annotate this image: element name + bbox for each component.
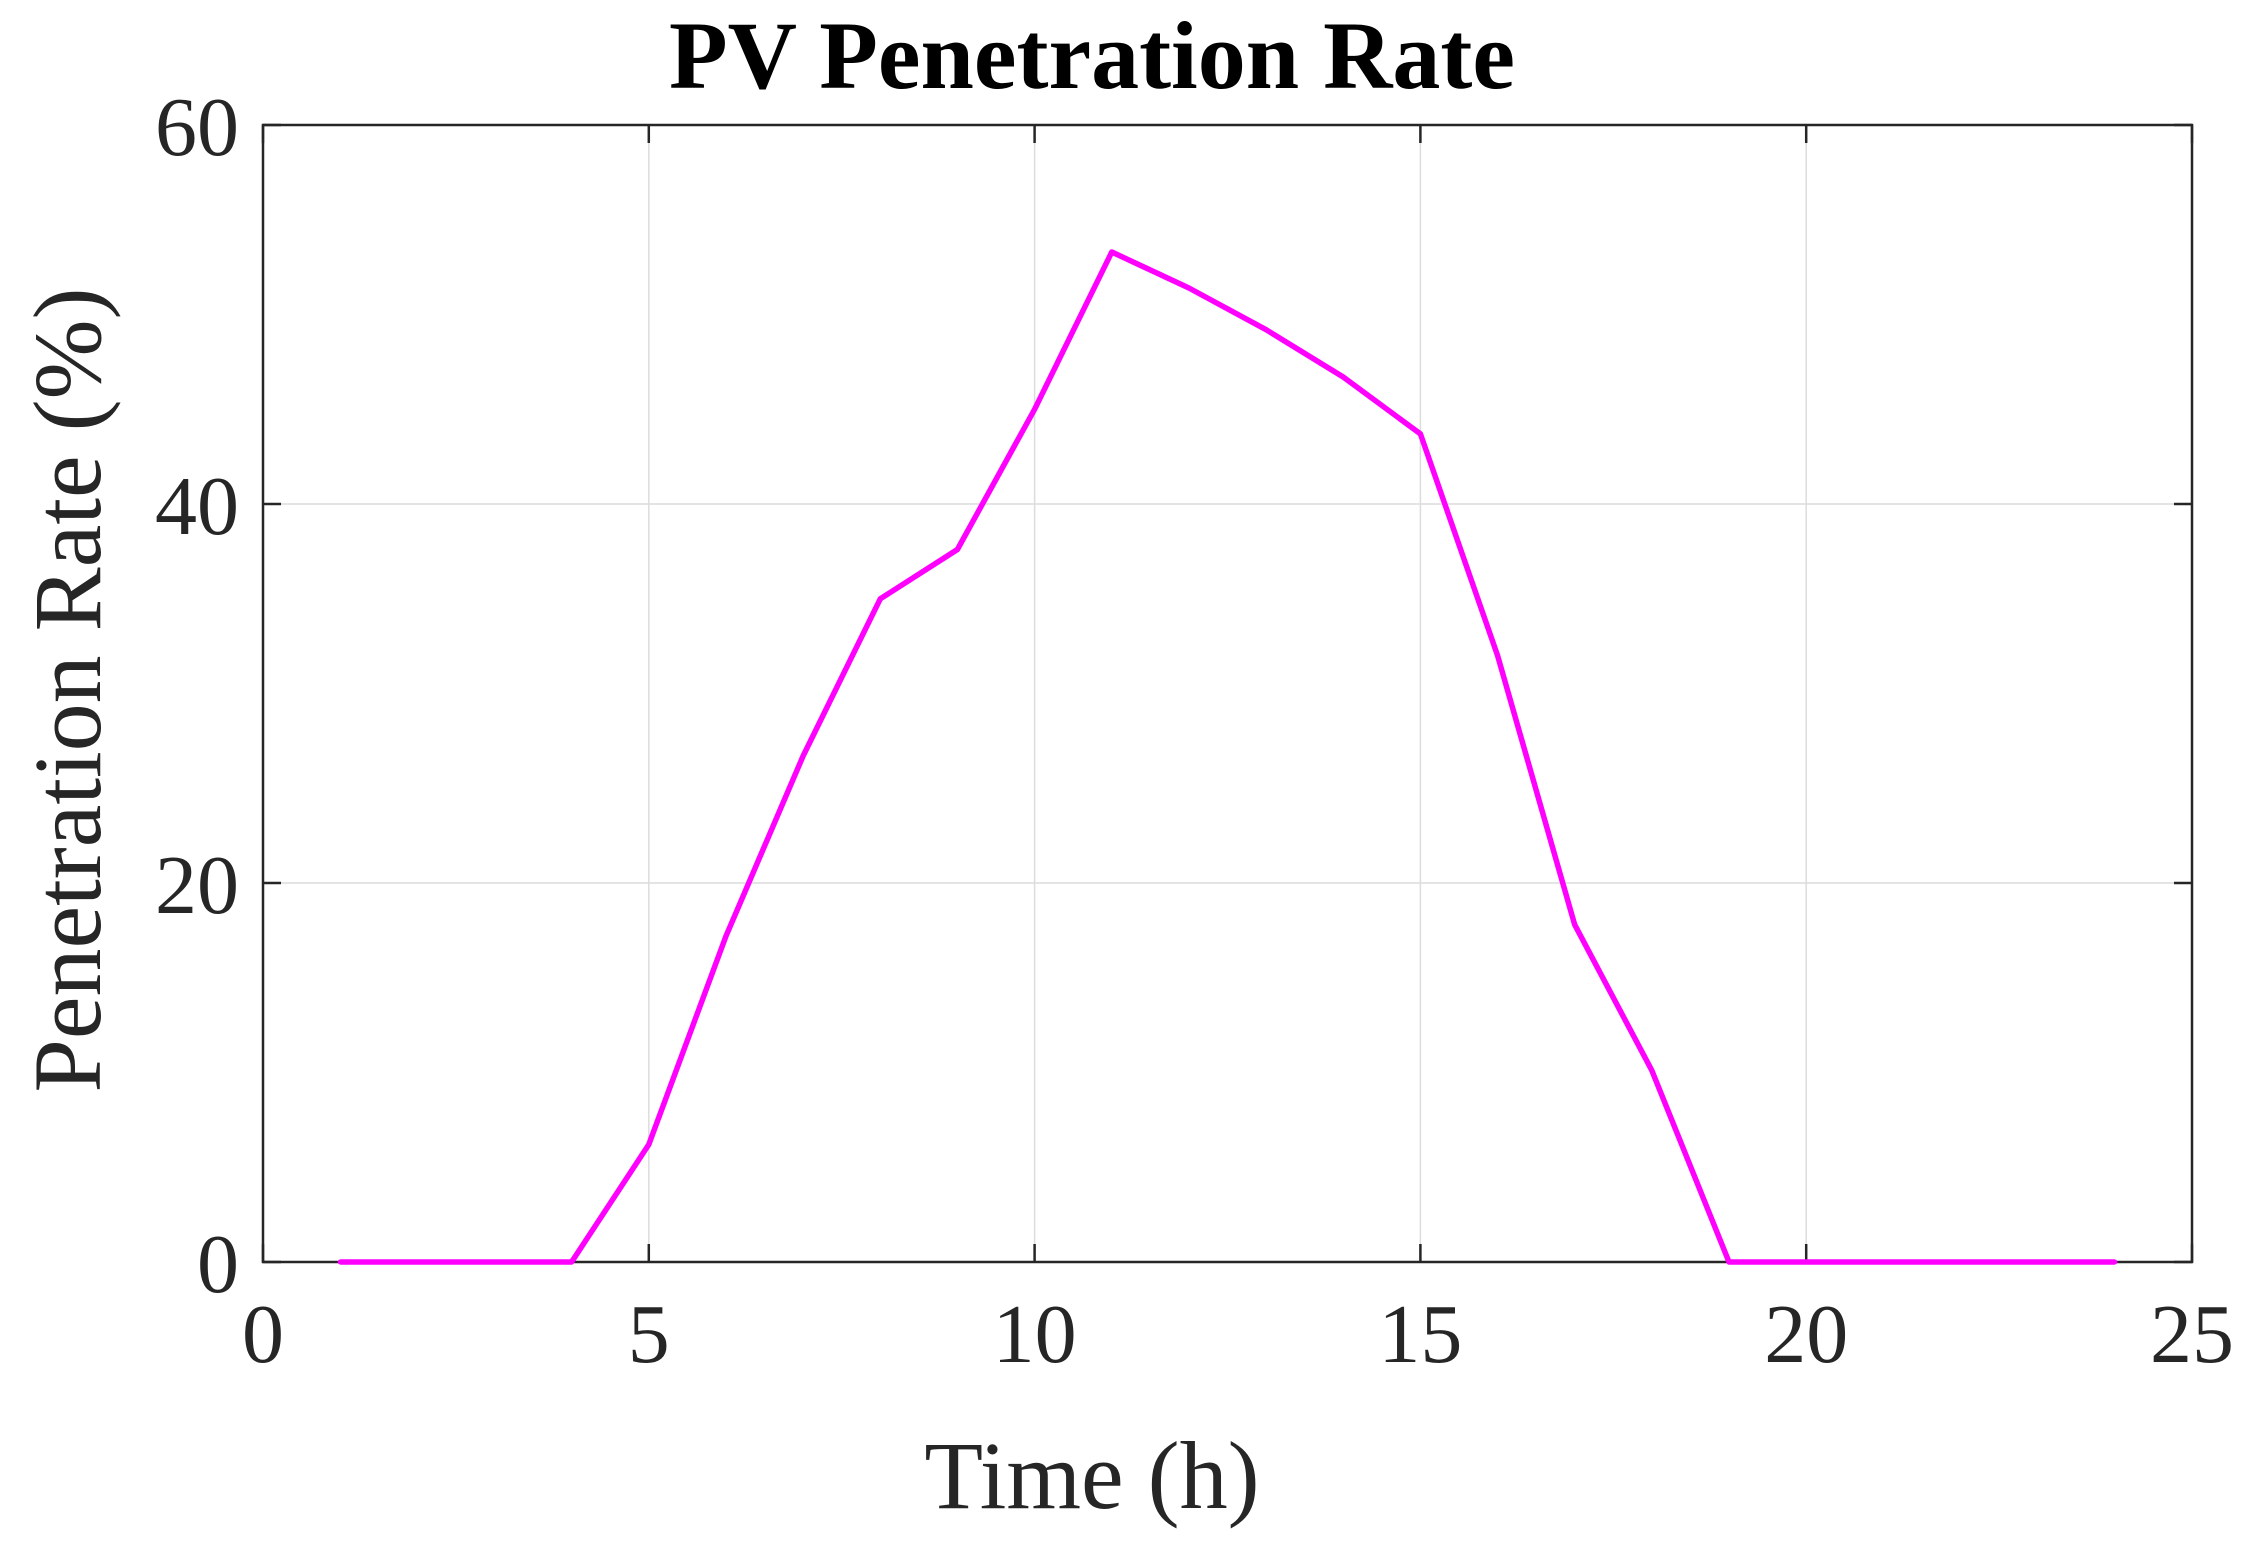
data-point: [2112, 1259, 2118, 1265]
series-line: [340, 249, 2115, 1265]
data-point: [1495, 653, 1501, 659]
data-point: [569, 1259, 575, 1265]
x-tick-label: 25: [2150, 1288, 2234, 1381]
x-tick-label: 15: [1378, 1288, 1462, 1381]
data-point: [1726, 1259, 1732, 1265]
y-tick-labels: 0 20 40 60: [155, 81, 239, 1311]
data-point: [2035, 1259, 2041, 1265]
x-tick-label: 0: [242, 1288, 284, 1381]
data-point: [337, 1259, 343, 1265]
data-point: [1958, 1259, 1964, 1265]
data-point: [723, 933, 729, 939]
data-point: [800, 753, 806, 759]
data-point: [1417, 431, 1423, 437]
data-point: [877, 596, 883, 602]
x-axis-label: Time (h): [924, 1422, 1259, 1529]
x-tick-label: 10: [993, 1288, 1077, 1381]
y-axis-label: Penetration Rate (%): [14, 287, 121, 1092]
data-point: [414, 1259, 420, 1265]
grid-lines: [263, 125, 2192, 1262]
data-point: [1109, 249, 1115, 255]
tick-marks: [261, 123, 2194, 1264]
data-point: [1032, 406, 1038, 412]
data-point: [1572, 922, 1578, 928]
data-point: [1186, 285, 1192, 291]
y-tick-label: 0: [197, 1218, 239, 1311]
data-point: [491, 1259, 497, 1265]
y-tick-label: 40: [155, 460, 239, 553]
series-layer: [337, 249, 2118, 1265]
data-point: [1649, 1068, 1655, 1074]
x-tick-labels: 0 5 10 15 20 25: [242, 1288, 2234, 1381]
x-tick-label: 20: [1764, 1288, 1848, 1381]
data-point: [954, 546, 960, 552]
x-tick-label: 5: [628, 1288, 670, 1381]
data-point: [1340, 374, 1346, 380]
chart-title: PV Penetration Rate: [669, 2, 1515, 109]
plot-area-frame: [261, 123, 2194, 1264]
y-tick-label: 60: [155, 81, 239, 174]
data-point: [646, 1142, 652, 1148]
data-point: [1263, 327, 1269, 333]
y-tick-label: 20: [155, 839, 239, 932]
data-point: [1803, 1259, 1809, 1265]
data-point: [1880, 1259, 1886, 1265]
